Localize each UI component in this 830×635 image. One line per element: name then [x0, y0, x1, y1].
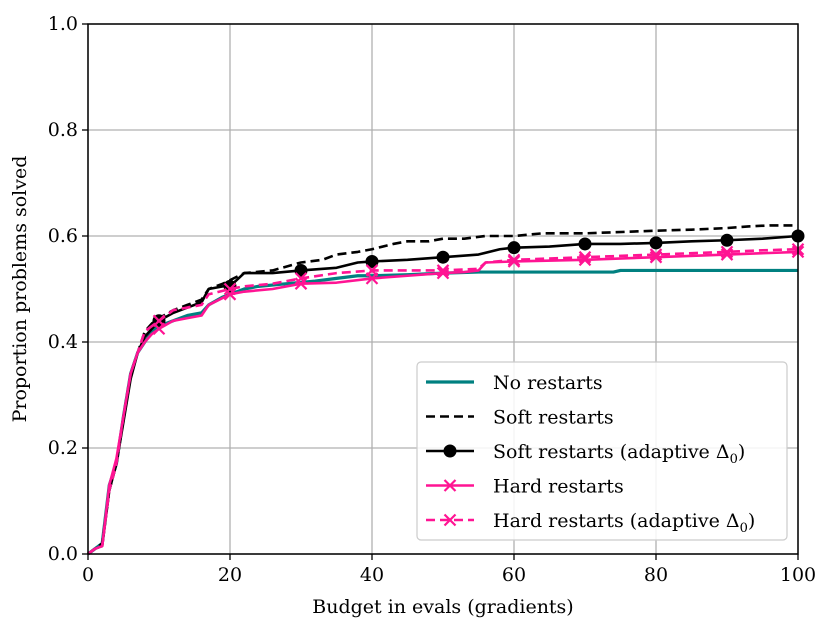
legend-label: Soft restarts (adaptive Δ0) — [493, 441, 745, 467]
legend-text: Soft restarts — [493, 407, 614, 429]
tick-group: 0 20 40 60 80 100 0.0 0.2 0.4 0.6 0.8 1.0 — [48, 13, 816, 586]
legend-marker — [443, 479, 457, 492]
legend-text: No restarts — [493, 372, 603, 394]
data-point-marker — [436, 264, 450, 277]
legend-item: Soft restarts — [426, 407, 614, 429]
legend-text-suffix: ) — [748, 510, 755, 532]
x-tick-label: 20 — [218, 564, 242, 586]
data-point-marker — [223, 282, 237, 296]
y-tick-label: 0.2 — [48, 437, 78, 459]
y-tick-label: 0.0 — [48, 543, 78, 565]
data-point-marker — [578, 237, 592, 251]
x-axis-label: Budget in evals (gradients) — [312, 596, 573, 618]
data-point-marker — [507, 255, 521, 268]
legend-text: Hard restarts — [493, 476, 624, 498]
data-point-marker — [294, 272, 308, 285]
data-point-marker — [294, 263, 308, 277]
data-point-marker — [152, 314, 166, 328]
legend-box — [416, 361, 788, 541]
legend-label: Hard restarts — [493, 476, 624, 498]
series-4 — [87, 242, 805, 556]
x-tick-label: 0 — [82, 564, 94, 586]
y-tick-label: 0.8 — [48, 119, 78, 141]
series-1 — [87, 224, 798, 556]
series-group — [87, 224, 805, 556]
legend-label: Soft restarts — [493, 407, 614, 429]
legend-math-delta: Δ — [726, 510, 740, 532]
data-point-marker — [649, 236, 663, 250]
data-point-marker — [436, 250, 450, 264]
legend-text: Soft restarts (adaptive — [493, 441, 716, 463]
legend: No restarts Soft restarts Soft restarts (a… — [416, 361, 788, 541]
legend-item: Hard restarts — [426, 476, 624, 498]
legend-math-delta: Δ — [716, 441, 730, 463]
legend-item: Hard restarts (adaptive Δ0) — [426, 510, 755, 536]
legend-label: Hard restarts (adaptive Δ0) — [493, 510, 755, 536]
legend-text: Hard restarts (adaptive — [493, 510, 726, 532]
data-point-marker — [294, 277, 308, 290]
data-point-marker — [720, 233, 734, 247]
data-point-marker — [365, 264, 379, 277]
y-tick-label: 1.0 — [48, 13, 78, 35]
legend-marker — [443, 444, 457, 458]
y-axis-label: Proportion problems solved — [9, 156, 31, 423]
data-point-marker — [507, 241, 521, 255]
x-tick-label: 40 — [360, 564, 384, 586]
data-point-marker — [649, 248, 663, 261]
x-tick-label: 80 — [644, 564, 668, 586]
legend-marker — [443, 513, 457, 527]
plot-frame — [87, 23, 799, 555]
legend-text-suffix: ) — [738, 441, 745, 463]
x-tick-label: 60 — [502, 564, 526, 586]
series-line — [87, 224, 798, 556]
data-point-marker — [507, 253, 521, 267]
data-point-marker — [365, 254, 379, 268]
legend-label: No restarts — [493, 372, 603, 394]
data-point-marker — [578, 250, 592, 264]
y-tick-label: 0.4 — [48, 331, 78, 353]
legend-math-subscript: 0 — [740, 521, 748, 536]
data-point-marker — [720, 245, 734, 259]
legend-math-subscript: 0 — [730, 452, 738, 467]
legend-item: Soft restarts (adaptive Δ0) — [426, 441, 745, 467]
x-tick-label: 100 — [780, 564, 816, 586]
axes — [87, 23, 799, 555]
y-tick-label: 0.6 — [48, 225, 78, 247]
legend-item: No restarts — [426, 372, 603, 394]
